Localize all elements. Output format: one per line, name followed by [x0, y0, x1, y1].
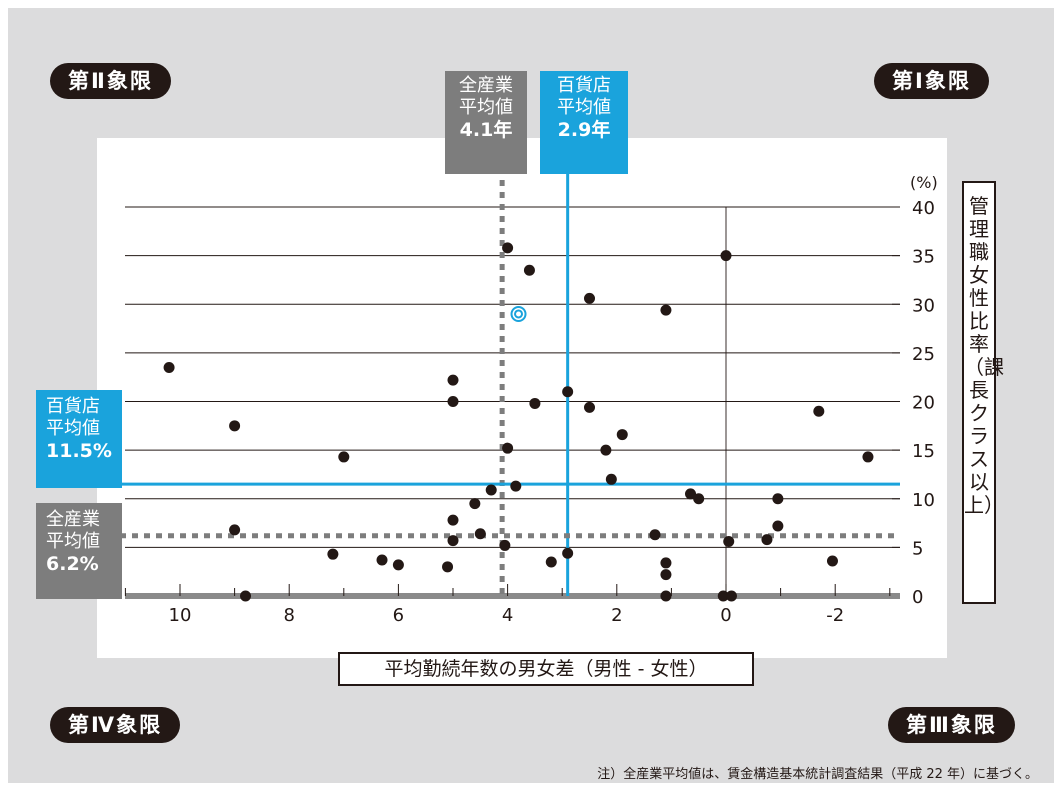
data-point	[447, 514, 459, 526]
data-point	[584, 401, 595, 413]
industry-avg-y-line2: 平均値	[46, 531, 100, 552]
industry-avg-y-value: 6.2%	[46, 553, 99, 575]
quadrant-1-label: 第Ⅰ象限	[874, 63, 989, 99]
x-tick-label: -2	[826, 605, 844, 626]
dept-avg-x-label: 百貨店 平均値 2.9年	[540, 71, 628, 174]
footnote: 注）全産業平均値は、賃金構造基本統計調査結果（平成 22 年）に基づく。	[597, 767, 1038, 782]
data-point	[229, 420, 241, 432]
data-point	[562, 386, 574, 398]
data-point	[826, 555, 838, 567]
data-point	[660, 590, 672, 602]
industry-avg-y-label: 全産業 平均値 6.2%	[36, 503, 122, 599]
data-point	[338, 451, 350, 463]
data-point	[693, 493, 705, 505]
y-tick-label: 25	[912, 344, 935, 365]
x-tick-label: 0	[720, 605, 731, 626]
data-point	[523, 264, 535, 276]
x-tick-label: 4	[502, 605, 513, 626]
data-point	[510, 480, 522, 492]
dept-avg-y-line1: 百貨店	[46, 396, 100, 417]
quadrant-2-label: 第Ⅱ象限	[50, 63, 171, 99]
industry-avg-y-line1: 全産業	[46, 509, 100, 530]
plot-panel	[97, 138, 947, 658]
highlight-point-inner	[514, 309, 524, 319]
x-axis-title: 平均勤続年数の男女差（男性 - 女性）	[338, 652, 754, 686]
data-point	[502, 442, 514, 454]
data-point	[685, 488, 697, 500]
data-point	[605, 473, 617, 485]
data-point	[229, 524, 241, 536]
data-point	[474, 528, 486, 540]
y-tick-label: 35	[912, 247, 935, 268]
data-point	[447, 396, 459, 407]
y-tick-label: 30	[912, 295, 935, 316]
data-point	[772, 520, 784, 532]
quadrant-3-label: 第Ⅲ象限	[888, 707, 1015, 743]
dept-avg-x-line1: 百貨店	[557, 75, 611, 96]
data-point	[600, 444, 612, 456]
highlight-point-outer	[510, 305, 527, 322]
dept-avg-x-value: 2.9年	[557, 119, 611, 141]
dept-avg-x-line2: 平均値	[557, 97, 611, 118]
data-point	[717, 590, 729, 602]
data-point	[772, 493, 784, 505]
y-axis-title-box: 管理職女性比率（課長クラス以上）	[962, 181, 1004, 604]
data-point	[660, 304, 672, 316]
x-tick-label: 6	[393, 605, 404, 626]
x-tick-label: 2	[611, 605, 622, 626]
industry-avg-x-line2: 平均値	[459, 97, 513, 118]
data-point	[725, 590, 737, 602]
data-point	[660, 569, 672, 581]
quadrant-4-label: 第Ⅳ象限	[50, 707, 181, 743]
data-point	[813, 405, 825, 417]
data-point	[660, 557, 672, 569]
dept-avg-y-label: 百貨店 平均値 11.5%	[36, 390, 122, 488]
dept-avg-y-line2: 平均値	[46, 418, 100, 439]
y-tick-label: 10	[912, 490, 935, 511]
data-point	[485, 484, 497, 496]
dept-avg-y-value: 11.5%	[46, 440, 112, 462]
data-point	[392, 559, 404, 571]
industry-avg-x-line1: 全産業	[459, 75, 513, 96]
y-tick-label: 0	[912, 587, 923, 608]
data-point	[447, 374, 459, 386]
data-point	[442, 561, 454, 573]
industry-avg-x-label: 全産業 平均値 4.1年	[445, 71, 527, 174]
data-point	[499, 539, 511, 551]
industry-avg-x-value: 4.1年	[459, 119, 513, 141]
data-point	[447, 535, 459, 547]
data-point	[720, 250, 732, 262]
data-point	[862, 451, 874, 463]
data-point	[376, 554, 388, 566]
y-tick-label: 20	[912, 393, 935, 414]
data-point	[240, 590, 252, 602]
data-point	[327, 548, 339, 560]
y-tick-label: 15	[912, 441, 935, 462]
data-point	[469, 498, 481, 510]
data-point	[723, 536, 735, 548]
data-point	[584, 292, 595, 304]
data-point	[649, 529, 661, 541]
data-point	[761, 534, 773, 546]
y-unit-label: (%)	[910, 173, 938, 192]
data-point	[616, 429, 628, 441]
data-point	[163, 361, 175, 373]
data-point	[545, 556, 557, 568]
data-point	[529, 397, 541, 409]
y-tick-label: 5	[912, 538, 923, 559]
y-axis-title: 管理職女性比率（課長クラス以上）	[964, 194, 1004, 517]
y-tick-label: 40	[912, 198, 935, 219]
data-point	[502, 242, 514, 254]
x-tick-label: 8	[283, 605, 294, 626]
data-point	[562, 547, 574, 559]
x-tick-label: 10	[169, 605, 192, 626]
